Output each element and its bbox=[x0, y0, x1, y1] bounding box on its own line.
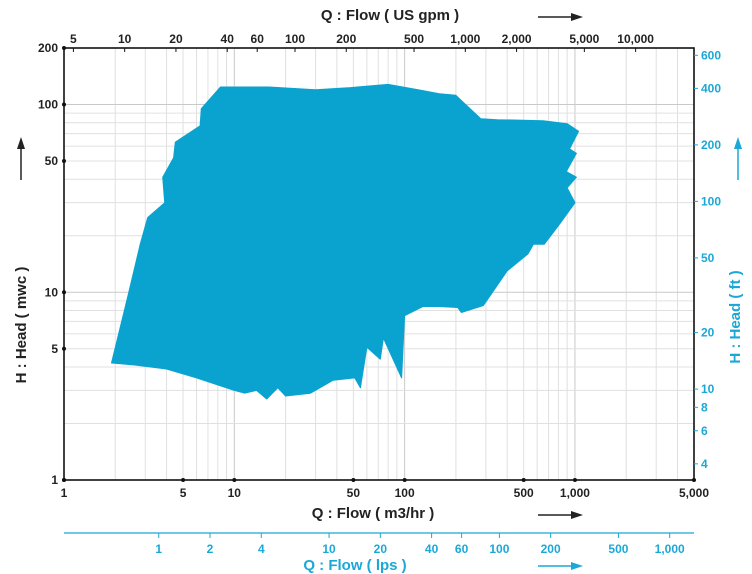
lps-tick-label: 10 bbox=[322, 542, 336, 556]
x-tick-label: 5 bbox=[180, 486, 187, 500]
lps-tick-label: 40 bbox=[425, 542, 439, 556]
performance-area-series bbox=[111, 83, 580, 400]
y-tick-label: 50 bbox=[45, 154, 59, 168]
x-tick-marker bbox=[521, 478, 526, 482]
top-axis-title: Q : Flow ( US gpm ) bbox=[321, 7, 459, 24]
x-tick-label: 100 bbox=[395, 486, 415, 500]
left-arrow-up-icon bbox=[17, 137, 25, 180]
y-tick-marker bbox=[62, 102, 66, 107]
top-tick-label: 1,000 bbox=[450, 32, 480, 46]
lps-tick-label: 1 bbox=[155, 542, 162, 556]
lps-axis-title: Q : Flow ( lps ) bbox=[303, 557, 406, 574]
right-arrow-up-icon bbox=[734, 137, 742, 180]
right-tick-label: 10 bbox=[701, 382, 715, 396]
x-tick-marker bbox=[181, 478, 186, 482]
top-tick-label: 10 bbox=[118, 32, 132, 46]
top-tick-label: 40 bbox=[221, 32, 235, 46]
lps-tick-label: 200 bbox=[541, 542, 561, 556]
axis-titles: Q : Flow ( US gpm ) Q : Flow ( m3/hr ) Q… bbox=[13, 7, 744, 574]
x-tick-label: 500 bbox=[514, 486, 534, 500]
lps-arrow-icon bbox=[538, 562, 583, 570]
y-tick-marker bbox=[62, 46, 66, 50]
top-tick-label: 20 bbox=[169, 32, 183, 46]
y-tick-marker bbox=[62, 159, 66, 164]
right-axis-title: H : Head ( ft ) bbox=[727, 270, 744, 363]
right-tick-label: 600 bbox=[701, 48, 721, 62]
lps-tick-label: 100 bbox=[489, 542, 509, 556]
y-tick-label: 5 bbox=[51, 342, 58, 356]
y-tick-label: 10 bbox=[45, 285, 59, 299]
y-tick-label: 200 bbox=[38, 41, 58, 55]
x-tick-label: 1,000 bbox=[560, 486, 590, 500]
right-tick-label: 200 bbox=[701, 138, 721, 152]
top-tick-label: 5,000 bbox=[569, 32, 599, 46]
y-tick-marker bbox=[62, 290, 66, 295]
top-tick-label: 5 bbox=[70, 32, 77, 46]
y-tick-label: 1 bbox=[51, 473, 58, 487]
lps-tick-label: 2 bbox=[207, 542, 214, 556]
x-tick-marker bbox=[572, 478, 577, 482]
y-tick-label: 100 bbox=[38, 98, 58, 112]
top-tick-label: 500 bbox=[404, 32, 424, 46]
bottom-axis-title: Q : Flow ( m3/hr ) bbox=[312, 505, 435, 522]
right-tick-label: 8 bbox=[701, 400, 708, 414]
x-tick-marker bbox=[692, 478, 696, 482]
right-tick-label: 100 bbox=[701, 194, 721, 208]
lps-tick-label: 1,000 bbox=[655, 542, 685, 556]
right-tick-label: 400 bbox=[701, 81, 721, 95]
top-arrow-icon bbox=[538, 13, 583, 21]
tick-labels: 1 5 10 50 100 500 1,000 5,000 1 5 10 50 100 200 5 10 20 4… bbox=[38, 32, 721, 556]
plot-frame bbox=[63, 47, 695, 481]
axes bbox=[62, 46, 698, 538]
x-tick-marker bbox=[351, 478, 356, 482]
top-tick-label: 100 bbox=[285, 32, 305, 46]
x-tick-label: 10 bbox=[228, 486, 242, 500]
top-tick-label: 2,000 bbox=[502, 32, 532, 46]
right-tick-label: 6 bbox=[701, 424, 708, 438]
x-tick-label: 50 bbox=[347, 486, 361, 500]
right-tick-label: 4 bbox=[701, 457, 708, 471]
right-tick-label: 20 bbox=[701, 326, 715, 340]
left-axis-title: H : Head ( mwc ) bbox=[13, 267, 30, 384]
lps-tick-label: 500 bbox=[608, 542, 628, 556]
lps-tick-label: 60 bbox=[455, 542, 469, 556]
y-tick-marker bbox=[62, 478, 66, 482]
x-tick-label: 5,000 bbox=[679, 486, 709, 500]
y-tick-marker bbox=[62, 346, 66, 351]
top-tick-label: 200 bbox=[336, 32, 356, 46]
x-tick-marker bbox=[232, 478, 237, 482]
lps-tick-label: 4 bbox=[258, 542, 265, 556]
x-tick-label: 1 bbox=[61, 486, 68, 500]
right-tick-label: 50 bbox=[701, 251, 715, 265]
bottom-arrow-icon bbox=[538, 511, 583, 519]
direction-arrows bbox=[17, 13, 742, 570]
top-tick-label: 10,000 bbox=[617, 32, 654, 46]
top-tick-label: 60 bbox=[251, 32, 265, 46]
performance-area bbox=[111, 83, 580, 400]
x-tick-marker bbox=[402, 478, 407, 482]
lps-tick-label: 20 bbox=[374, 542, 388, 556]
